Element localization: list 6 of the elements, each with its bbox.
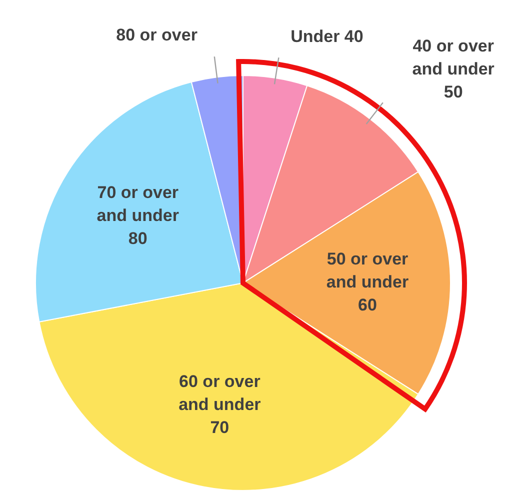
slice-label: 80 or over: [116, 26, 198, 45]
slice-label: 50 or over and under 60: [326, 250, 409, 315]
slice-label: 40 or over and under 50: [412, 36, 495, 102]
slice-label: 70 or over and under 80: [96, 182, 180, 248]
slice-label: 60 or over and under 70: [178, 372, 262, 437]
slice-label: Under 40: [290, 26, 364, 46]
